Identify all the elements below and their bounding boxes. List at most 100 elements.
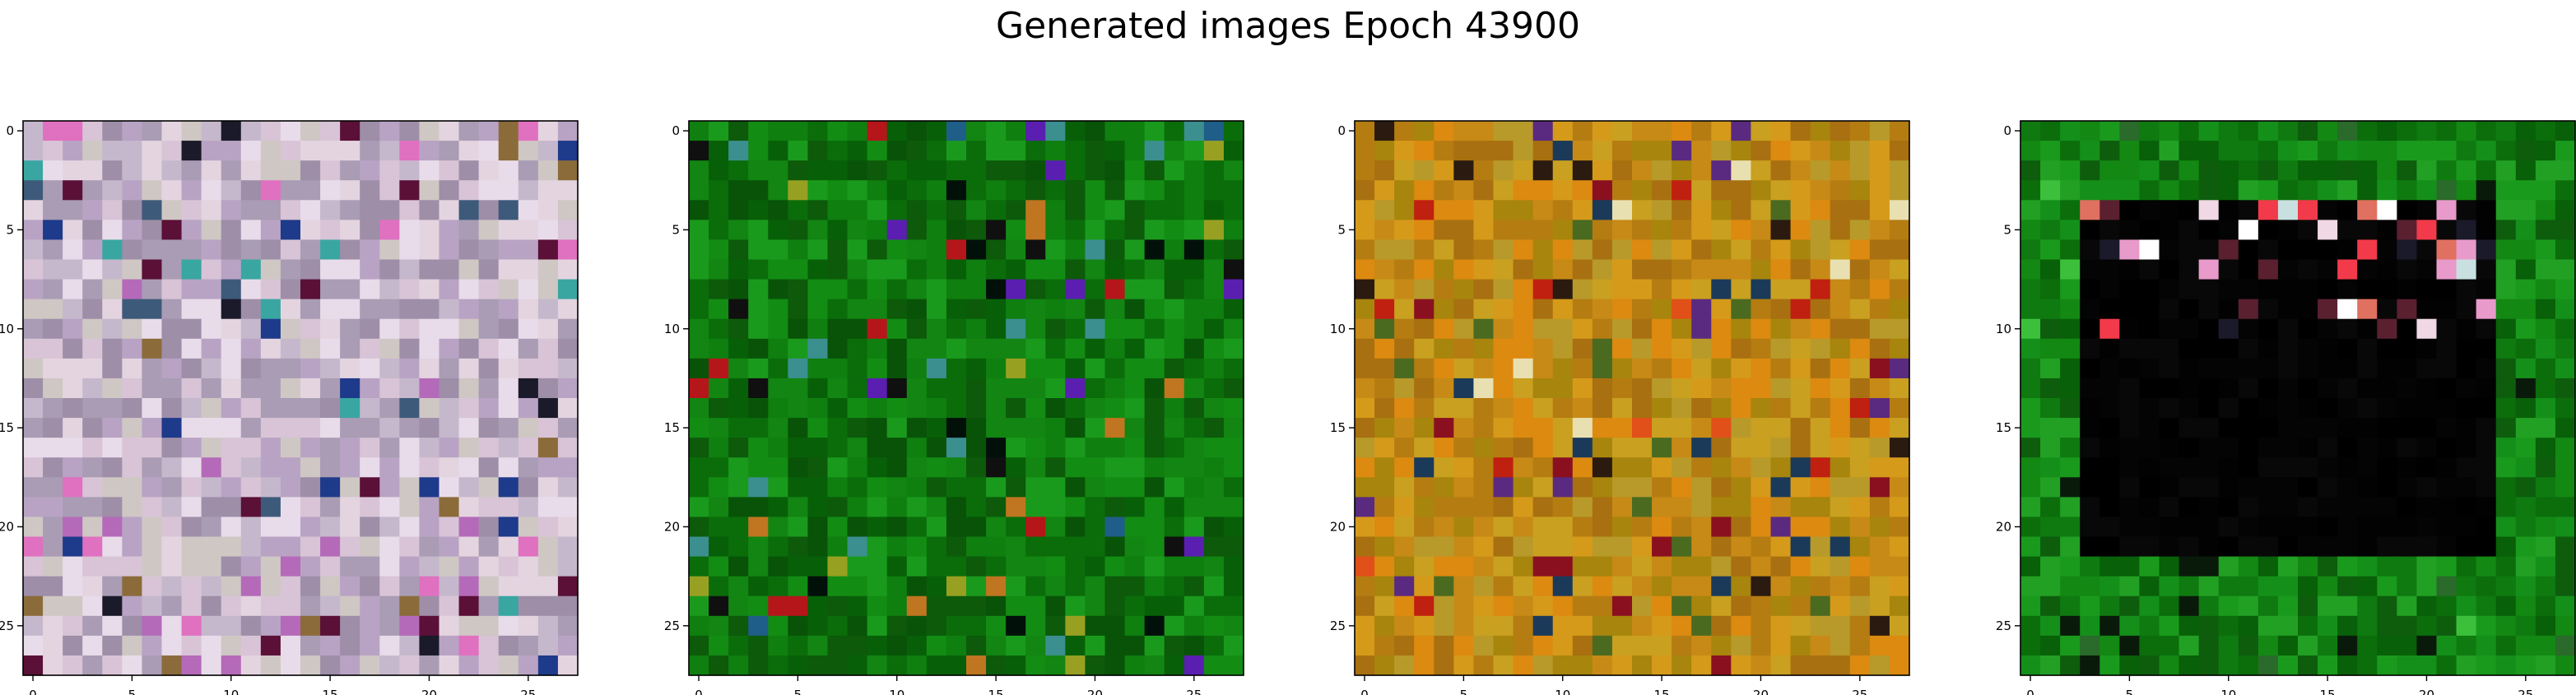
pixel-cell bbox=[768, 438, 788, 458]
pixel-cell bbox=[2198, 595, 2220, 617]
pixel-cell bbox=[2238, 438, 2259, 458]
pixel-cell bbox=[537, 299, 559, 320]
pixel-cell bbox=[439, 655, 460, 676]
pixel-cell bbox=[2357, 497, 2378, 518]
pixel-cell bbox=[2456, 239, 2477, 261]
pixel-cell bbox=[2060, 338, 2081, 359]
pixel-cell bbox=[1124, 378, 1146, 399]
pixel-cell bbox=[1164, 200, 1185, 220]
pixel-cell bbox=[2416, 418, 2438, 438]
pixel-cell bbox=[399, 121, 421, 141]
pixel-cell bbox=[1869, 121, 1890, 141]
pixel-cell bbox=[458, 398, 480, 419]
pixel-cell bbox=[1572, 398, 1593, 419]
pixel-cell bbox=[906, 497, 928, 518]
pixel-cell bbox=[2535, 517, 2556, 538]
pixel-cell bbox=[478, 220, 500, 241]
pixel-cell bbox=[827, 615, 849, 637]
pixel-cell bbox=[280, 497, 301, 518]
pixel-cell bbox=[142, 358, 163, 379]
pixel-cell bbox=[1592, 655, 1613, 676]
pixel-cell bbox=[2020, 418, 2041, 438]
pixel-cell bbox=[2298, 576, 2318, 597]
pixel-cell bbox=[1183, 517, 1205, 538]
pixel-cell bbox=[867, 141, 888, 161]
pixel-cell bbox=[43, 635, 63, 656]
pixel-cell bbox=[2436, 141, 2457, 161]
pixel-cell bbox=[23, 655, 44, 676]
pixel-cell bbox=[1711, 556, 1732, 577]
pixel-cell bbox=[2277, 438, 2299, 458]
pixel-cell bbox=[82, 121, 103, 141]
pixel-cell bbox=[1652, 576, 1672, 597]
pixel-cell bbox=[2397, 655, 2418, 676]
pixel-cell bbox=[2495, 358, 2517, 379]
pixel-cell bbox=[1183, 378, 1205, 399]
pixel-cell bbox=[122, 595, 143, 617]
pixel-cell bbox=[2080, 160, 2100, 181]
pixel-cell bbox=[946, 457, 967, 478]
pixel-cell bbox=[768, 576, 788, 597]
pixel-cell bbox=[1711, 655, 1732, 676]
pixel-cell bbox=[43, 536, 63, 558]
pixel-cell bbox=[886, 655, 908, 676]
y-tick-label: 20 bbox=[1996, 519, 2011, 534]
pixel-cell bbox=[1770, 180, 1792, 201]
pixel-cell bbox=[1104, 239, 1126, 261]
pixel-cell bbox=[906, 517, 928, 538]
pixel-cell bbox=[142, 180, 163, 201]
pixel-cell bbox=[537, 180, 559, 201]
pixel-cell bbox=[1144, 418, 1165, 438]
pixel-cell bbox=[2099, 635, 2120, 656]
pixel-cell bbox=[161, 160, 183, 181]
pixel-cell bbox=[2456, 517, 2477, 538]
pixel-cell bbox=[2298, 299, 2318, 320]
pixel-cell bbox=[2337, 576, 2358, 597]
pixel-cell bbox=[1611, 517, 1633, 538]
pixel-cell bbox=[1532, 635, 1554, 656]
pixel-cell bbox=[2318, 536, 2338, 558]
pixel-cell bbox=[122, 418, 143, 438]
pixel-cell bbox=[1632, 418, 1653, 438]
pixel-cell bbox=[1006, 338, 1026, 359]
pixel-cell bbox=[2218, 180, 2239, 201]
pixel-cell bbox=[1065, 239, 1086, 261]
pixel-cell bbox=[498, 239, 519, 261]
pixel-cell bbox=[1374, 556, 1395, 577]
pixel-cell bbox=[2238, 259, 2259, 280]
pixel-cell bbox=[807, 318, 829, 340]
pixel-cell bbox=[906, 398, 928, 419]
pixel-cell bbox=[2277, 536, 2299, 558]
pixel-cell bbox=[221, 398, 242, 419]
pixel-cell bbox=[1164, 318, 1185, 340]
pixel-cell bbox=[2476, 200, 2497, 220]
pixel-cell bbox=[689, 220, 709, 241]
pixel-cell bbox=[2515, 279, 2536, 300]
pixel-cell bbox=[478, 418, 500, 438]
pixel-cell bbox=[260, 239, 281, 261]
pixel-cell bbox=[320, 615, 341, 637]
pixel-cell bbox=[557, 556, 579, 577]
pixel-cell bbox=[161, 615, 183, 637]
pixel-cell bbox=[1513, 595, 1534, 617]
pixel-cell bbox=[926, 299, 947, 320]
pixel-cell bbox=[1473, 457, 1495, 478]
pixel-cell bbox=[557, 438, 579, 458]
pixel-cell bbox=[966, 457, 987, 478]
pixel-cell bbox=[946, 318, 967, 340]
pixel-cell bbox=[1513, 121, 1534, 141]
pixel-cell bbox=[181, 160, 202, 181]
pixel-cell bbox=[2495, 259, 2517, 280]
pixel-cell bbox=[2298, 536, 2318, 558]
pixel-cell bbox=[142, 121, 163, 141]
pixel-cell bbox=[1223, 517, 1244, 538]
pixel-cell bbox=[201, 477, 222, 498]
pixel-cell bbox=[2099, 595, 2120, 617]
pixel-cell bbox=[498, 279, 519, 300]
pixel-cell bbox=[2198, 279, 2220, 300]
pixel-cell bbox=[498, 318, 519, 340]
pixel-cell bbox=[2257, 655, 2279, 676]
pixel-cell bbox=[867, 259, 888, 280]
pixel-cell bbox=[1513, 615, 1534, 637]
pixel-cell bbox=[2218, 438, 2239, 458]
